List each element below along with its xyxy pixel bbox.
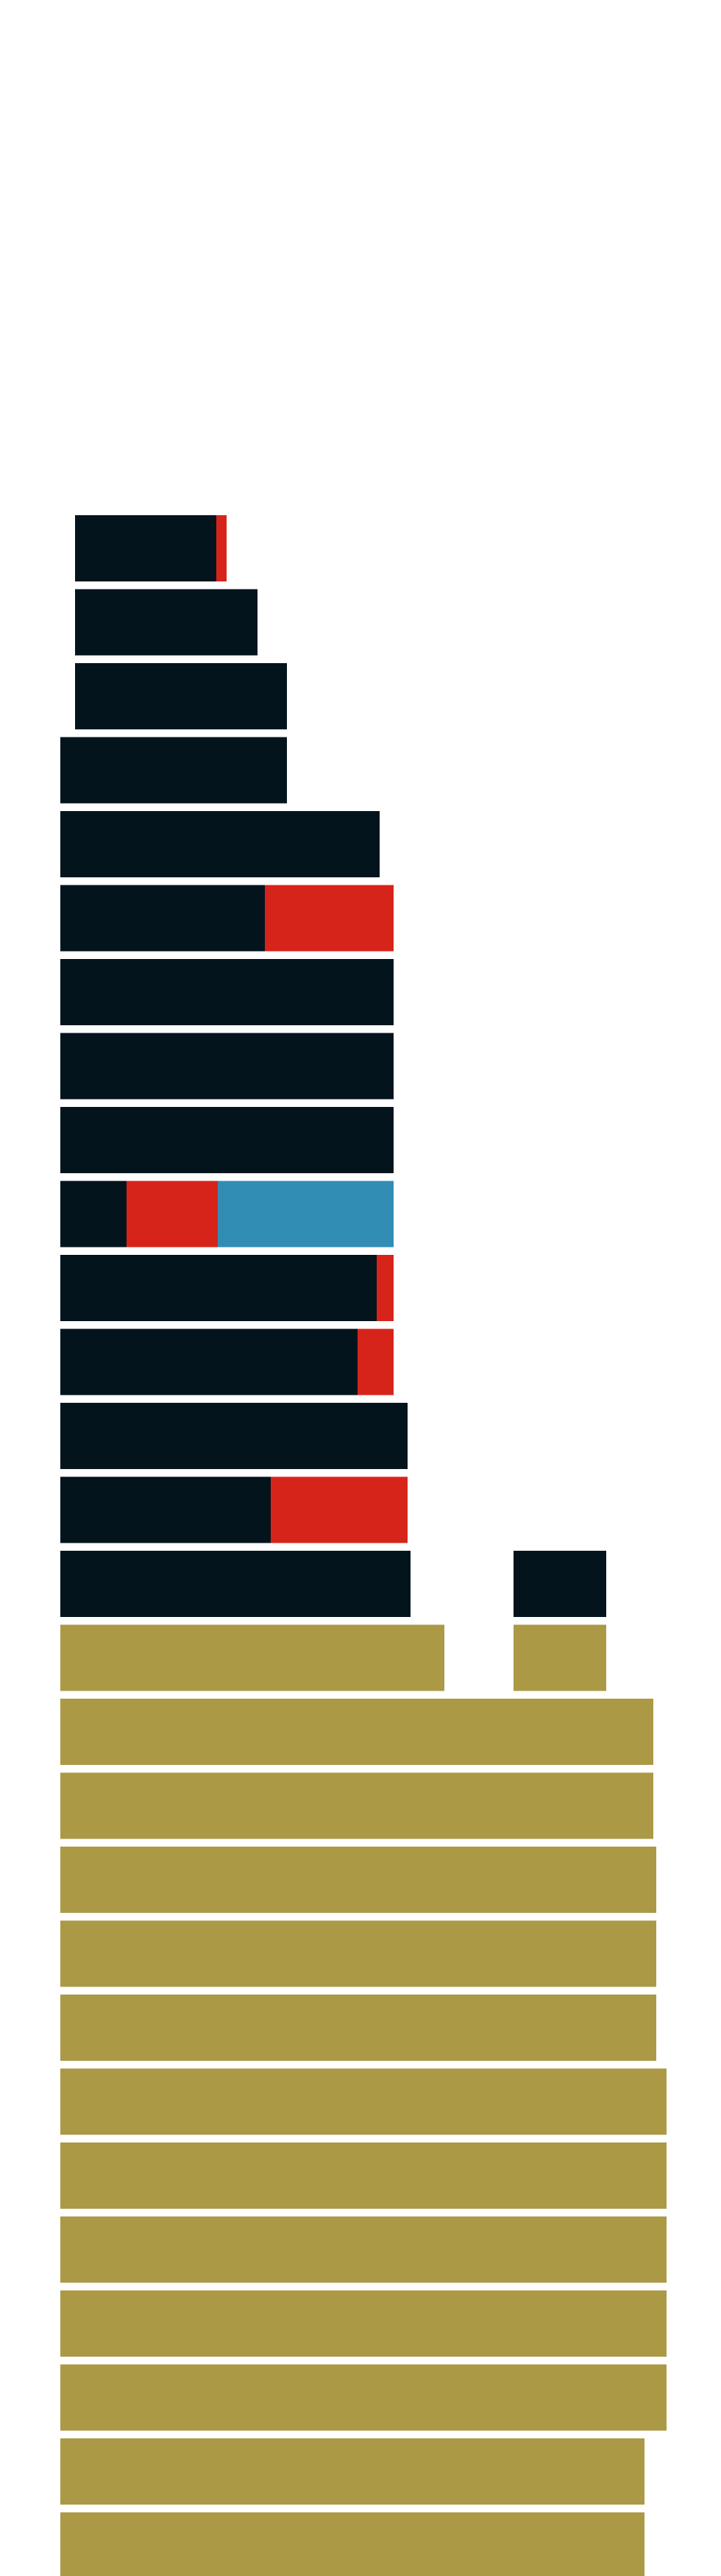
bar-row-6-segment-2 bbox=[265, 885, 394, 952]
bar-row-23-segment-1 bbox=[60, 2142, 667, 2209]
bar-row-24-segment-1 bbox=[60, 2216, 667, 2283]
bar-row-15-segment-1 bbox=[60, 1551, 411, 1617]
bar-row-12-segment-1 bbox=[60, 1328, 358, 1395]
bar-row-6-segment-1 bbox=[60, 885, 265, 952]
bar-row-14-segment-2 bbox=[271, 1476, 408, 1543]
bar-row-10-segment-3 bbox=[218, 1181, 394, 1248]
bar-row-27-segment-1 bbox=[60, 2438, 644, 2505]
bar-row-25-segment-1 bbox=[60, 2290, 667, 2357]
bar-row-7-segment-1 bbox=[60, 959, 394, 1025]
bar-row-1-segment-2 bbox=[216, 515, 227, 581]
bar-row-1-segment-1 bbox=[75, 515, 216, 581]
bar-row-21-segment-1 bbox=[60, 1995, 656, 2061]
bar-row-22-segment-1 bbox=[60, 2068, 667, 2135]
bar-row-10-segment-2 bbox=[127, 1181, 218, 1248]
bar-row-14-segment-1 bbox=[60, 1476, 271, 1543]
bar-row-16-segment-2 bbox=[514, 1624, 606, 1691]
bar-row-18-segment-1 bbox=[60, 1772, 653, 1839]
bar-row-11-segment-2 bbox=[377, 1255, 394, 1321]
bar-row-3-segment-1 bbox=[75, 663, 287, 729]
bar-row-5-segment-1 bbox=[60, 811, 380, 877]
bar-row-9-segment-1 bbox=[60, 1107, 394, 1173]
bar-row-19-segment-1 bbox=[60, 1847, 656, 1913]
bar-row-13-segment-1 bbox=[60, 1403, 408, 1469]
bar-row-20-segment-1 bbox=[60, 1920, 656, 1987]
bar-row-28-segment-1 bbox=[60, 2512, 644, 2576]
bar-row-12-segment-2 bbox=[358, 1328, 394, 1395]
bar-row-2-segment-1 bbox=[75, 589, 258, 656]
bars-group bbox=[60, 515, 667, 2576]
bar-row-16-segment-1 bbox=[60, 1624, 444, 1691]
bar-row-26-segment-1 bbox=[60, 2364, 667, 2431]
bar-row-17-segment-1 bbox=[60, 1699, 653, 1765]
bar-row-8-segment-1 bbox=[60, 1033, 394, 1100]
bar-row-15-segment-2 bbox=[514, 1551, 606, 1617]
bar-row-4-segment-1 bbox=[60, 737, 287, 804]
bar-row-11-segment-1 bbox=[60, 1255, 377, 1321]
bar-row-10-segment-1 bbox=[60, 1181, 127, 1248]
